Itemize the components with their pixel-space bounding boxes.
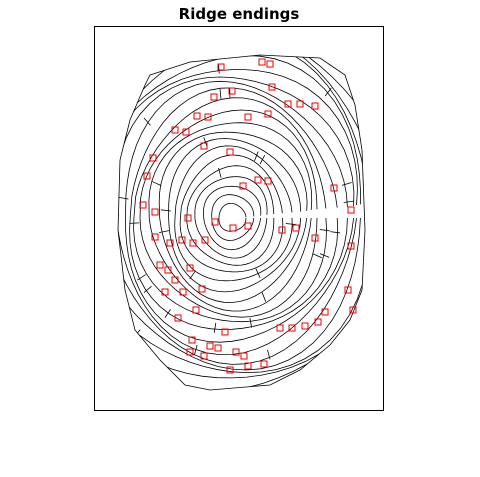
ridge-connector [129,223,139,224]
title: Ridge endings [179,5,300,23]
